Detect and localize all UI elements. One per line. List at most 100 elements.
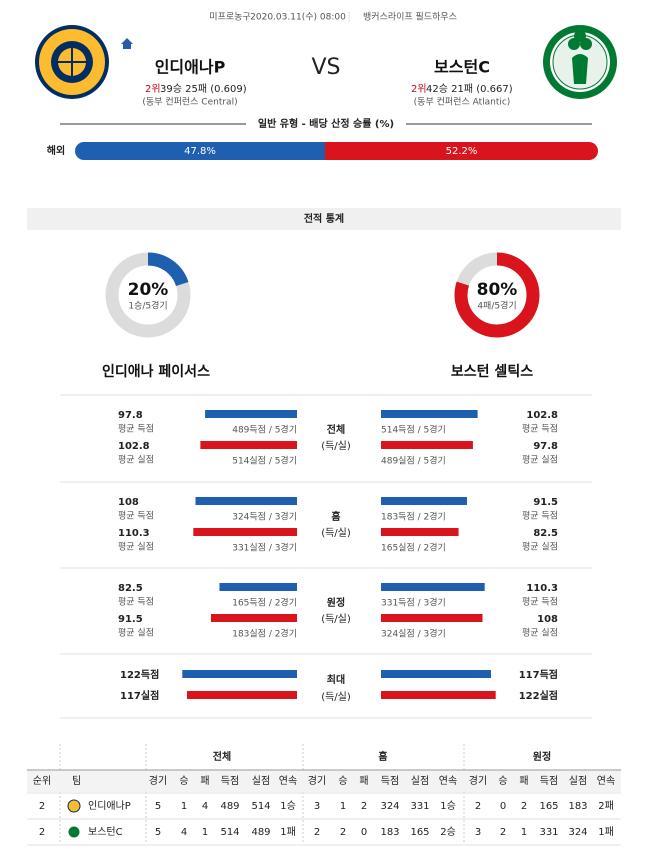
table-cell: 3 [475,827,481,838]
home-detail: 331실점 / 3경기 [232,542,297,554]
table-cell: 5 [155,801,161,812]
donut-arc [105,252,191,338]
away-detail: 165실점 / 2경기 [381,542,446,554]
away-name: 보스턴C [434,58,490,77]
table-cell: 324 [380,801,399,812]
home-label: 평균 실점 [118,454,154,466]
table-cell: 0 [361,827,367,838]
table-cell: 324 [568,827,587,838]
table-cell: 514 [220,827,239,838]
group-sublabel: (득/실) [321,440,351,452]
table-cell: 2 [500,827,506,838]
odds-title: 일반 유형 - 배당 산정 승률 (%) [258,117,394,130]
away-record: 42승 21패 (0.667) [426,83,513,95]
away-bar [381,441,473,449]
table-column: 경기 [308,774,326,787]
home-pct: 20% [128,280,169,300]
table-cell: 2패 [598,800,614,812]
home-value: 97.8 [118,410,143,421]
home-full-name: 인디애나 페이서스 [102,363,210,380]
away-bar [381,583,485,591]
table-column: 승 [498,775,507,787]
league: 미프로농구 [209,12,250,23]
home-detail: 514실점 / 5경기 [232,455,297,467]
table-cell: 2 [475,801,481,812]
home-pct-detail: 1승/5경기 [128,300,167,312]
table-cell: 3 [314,801,320,812]
table-cell: 1 [181,801,187,812]
away-detail: 514득점 / 5경기 [381,424,446,436]
away-value: 82.5 [533,528,558,539]
home-detail: 165득점 / 2경기 [232,597,297,609]
table-cell: 331 [539,827,558,838]
home-label: 평균 득점 [118,510,154,522]
home-logo [35,25,109,99]
away-value: 91.5 [533,497,558,508]
home-conference: (동부 컨퍼런스 Central) [142,97,237,108]
away-detail: 183득점 / 2경기 [381,511,446,523]
table-column: 승 [179,775,188,787]
table-cell: 331 [410,801,429,812]
away-label: 평균 실점 [522,454,558,466]
table-cell: 4 [202,801,208,812]
table-cell: 1패 [598,826,614,838]
venue: 뱅커스라이프 필드하우스 [363,11,457,23]
table-cell: 2 [314,827,320,838]
away-bar [381,497,468,505]
table-column: 패 [359,775,368,787]
home-value: 102.8 [118,441,150,452]
away-detail: 324실점 / 3경기 [381,628,446,640]
away-bar [381,528,459,536]
table-cell: 489 [220,801,239,812]
table-column: 순위 [33,774,51,787]
away-pct-detail: 4패/5경기 [477,300,516,312]
away-max: 117득점 [519,669,558,681]
home-value: 82.5 [118,583,143,594]
table-cell: 1 [202,827,208,838]
home-label: 평균 실점 [118,627,154,639]
odds-home [75,142,325,160]
group-sublabel: (득/실) [321,613,351,625]
table-column: 패 [519,775,528,787]
odds-away-label: 52.2% [446,146,478,157]
home-max: 122득점 [120,669,159,681]
away-logo [543,25,617,99]
away-value: 102.8 [526,410,558,421]
home-max-bar [187,691,297,699]
home-detail: 324득점 / 3경기 [232,511,297,523]
table-column: 경기 [469,774,487,787]
table-group: 전체 [213,750,231,763]
group-label: 최대 [327,673,345,686]
team-logo [67,799,81,813]
group-label: 원정 [327,596,345,609]
table-cell: 1승 [440,800,456,812]
home-icon[interactable] [121,38,133,49]
table-cell: 4 [181,827,187,838]
away-bar [381,614,483,622]
away-detail: 489실점 / 5경기 [381,455,446,467]
table-column: 팀 [72,775,81,787]
away-rank: 2위 [411,82,427,95]
table-cell: 1 [521,827,527,838]
odds-home-label: 47.8% [184,146,216,157]
home-record: 39승 25패 (0.609) [160,83,247,95]
table-cell: 165 [410,827,429,838]
away-conference: (동부 컨퍼런스 Atlantic) [414,97,511,108]
table-cell: 2 [340,827,346,838]
table-cell: 2승 [440,826,456,838]
home-bar [200,441,297,449]
odds-market: 해외 [47,144,65,157]
home-bar [193,528,297,536]
table-cell: 183 [380,827,399,838]
away-detail: 331득점 / 3경기 [381,597,446,609]
table-team: 보스턴C [88,826,123,838]
table-cell: 183 [568,801,587,812]
home-label: 평균 득점 [118,423,154,435]
home-label: 평균 실점 [118,541,154,553]
away-value: 110.3 [526,583,558,594]
group-sublabel: (득/실) [321,691,351,703]
away-value: 97.8 [533,441,558,452]
table-cell: 0 [500,801,506,812]
table-column: 연속 [279,775,297,787]
